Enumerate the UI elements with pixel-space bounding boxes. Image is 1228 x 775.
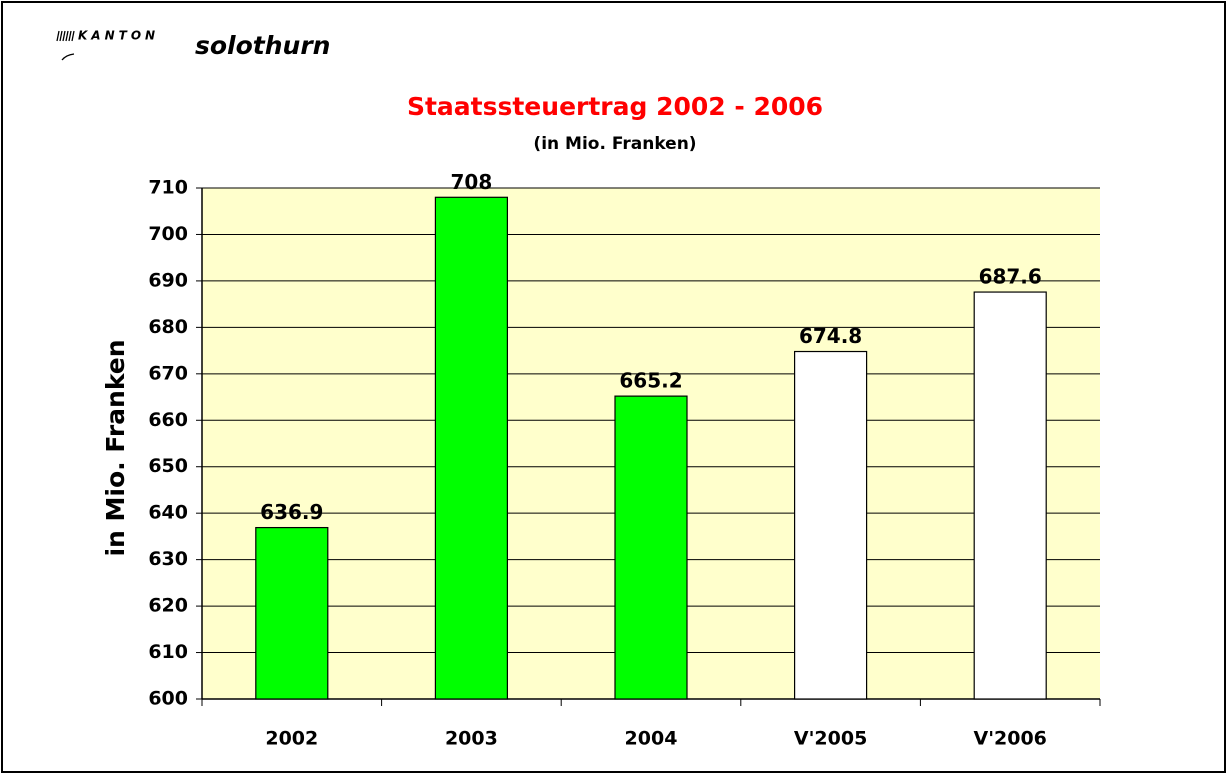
bar — [614, 395, 688, 700]
x-tick-label: 2003 — [445, 728, 498, 750]
chart-subtitle: (in Mio. Franken) — [533, 134, 696, 154]
chart-title: Staatssteuertrag 2002 - 2006 — [407, 92, 823, 121]
logo-canton: KANTON — [78, 29, 159, 43]
bar — [793, 350, 868, 700]
data-label: 687.6 — [979, 265, 1042, 289]
y-axis-label: in Mio. Franken — [101, 339, 130, 556]
data-label: 674.8 — [799, 324, 862, 348]
y-tick-label: 640 — [148, 502, 188, 524]
y-tick-label: 710 — [148, 177, 188, 199]
bar — [434, 196, 508, 700]
data-label: 636.9 — [260, 500, 323, 524]
logo: KANTON solothurn — [56, 29, 330, 61]
y-tick-label: 600 — [148, 688, 188, 710]
data-label: 708 — [451, 170, 493, 194]
y-tick-label: 650 — [148, 455, 188, 477]
y-tick-label: 610 — [148, 641, 188, 663]
x-tick-label: V'2005 — [794, 728, 867, 750]
y-tick-label: 690 — [148, 269, 188, 291]
logo-stripes — [56, 30, 75, 42]
y-tick-label: 660 — [148, 409, 188, 431]
y-tick-label: 700 — [148, 223, 188, 245]
y-tick-label: 680 — [148, 316, 188, 338]
x-tick-label: V'2006 — [973, 728, 1046, 750]
y-tick-label: 670 — [148, 362, 188, 384]
x-tick-label: 2004 — [625, 728, 678, 750]
logo-swoosh — [61, 53, 75, 61]
bar — [973, 291, 1047, 700]
logo-name: solothurn — [195, 31, 330, 60]
data-label: 665.2 — [619, 369, 682, 393]
y-tick-label: 630 — [148, 548, 188, 570]
bar — [255, 526, 329, 700]
x-tick-label: 2002 — [265, 728, 318, 750]
y-tick-label: 620 — [148, 595, 188, 617]
